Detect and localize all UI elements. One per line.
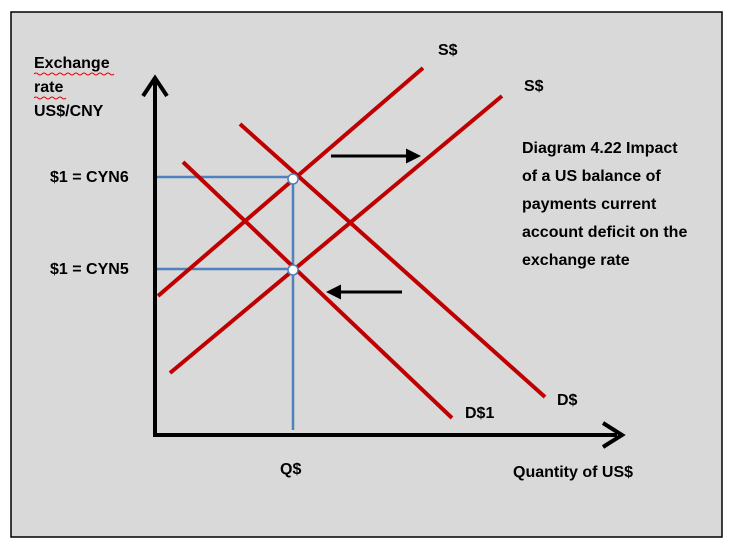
caption: Diagram 4.22 Impact bbox=[522, 140, 678, 157]
y-axis-label: rate bbox=[34, 79, 63, 96]
demand-label: D$1 bbox=[465, 405, 494, 422]
y-arrowhead bbox=[141, 74, 169, 98]
quantity-label: Q$ bbox=[280, 461, 301, 478]
caption: exchange rate bbox=[522, 252, 630, 269]
axes bbox=[153, 80, 617, 437]
level-label: $1 = CYN5 bbox=[50, 261, 129, 278]
supply-label: S$ bbox=[524, 78, 544, 95]
demand-curve bbox=[181, 160, 454, 420]
demand-label: D$ bbox=[557, 392, 578, 409]
level-label: $1 = CYN6 bbox=[50, 169, 129, 186]
demand-curve bbox=[238, 122, 547, 399]
supply-label: S$ bbox=[438, 42, 458, 59]
spell-underline bbox=[33, 72, 115, 76]
caption: payments current bbox=[522, 196, 657, 213]
x-axis-label: Quantity of US$ bbox=[513, 464, 633, 481]
equilibrium-point bbox=[287, 264, 299, 276]
y-axis-label: Exchange bbox=[34, 55, 110, 72]
x-arrowhead bbox=[601, 421, 626, 449]
equilibrium-point bbox=[287, 173, 299, 185]
panel bbox=[10, 11, 723, 538]
caption: of a US balance of bbox=[522, 168, 661, 185]
supply-curve bbox=[168, 94, 504, 375]
caption: account deficit on the bbox=[522, 224, 687, 241]
spell-underline bbox=[33, 96, 67, 100]
y-axis-label: US$/CNY bbox=[34, 103, 104, 120]
